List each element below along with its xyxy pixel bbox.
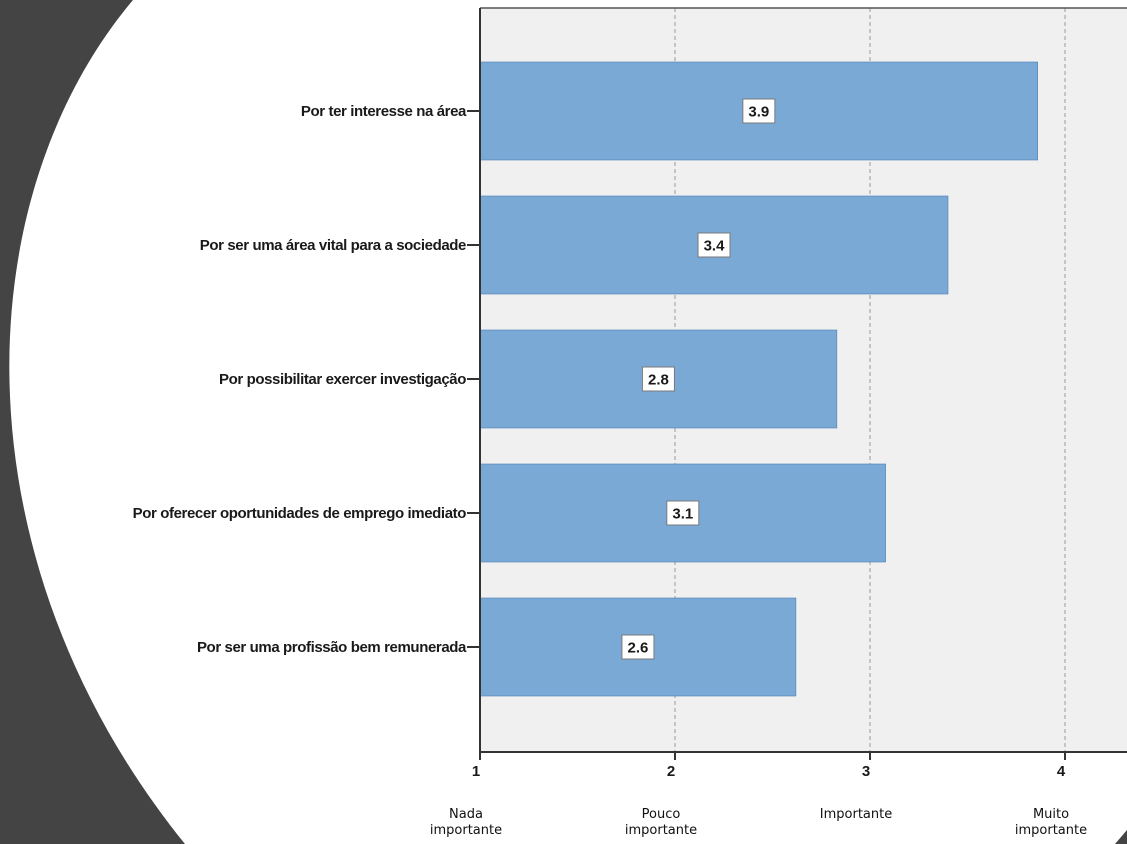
axis-scale-label-line: importante: [1015, 823, 1087, 838]
value-label: 2.6: [628, 640, 649, 657]
category-label: Por possibilitar exercer investigação: [219, 371, 466, 388]
value-label-box: [666, 500, 700, 526]
axis-scale-label-line: importante: [430, 823, 502, 838]
bars: 3.9 3.4 2.8 3.1 2.6: [479, 61, 1039, 697]
category-label: Por ser uma profissão bem remunerada: [197, 639, 467, 656]
value-label: 3.1: [672, 506, 693, 523]
corner-decorative-shape: [1115, 830, 1127, 844]
category-label: Por oferecer oportunidades de emprego im…: [133, 505, 467, 522]
axis-scale-label: Importante: [820, 807, 892, 822]
x-tick-label: 3: [862, 763, 870, 780]
value-label-box: [697, 232, 731, 258]
category-label: Por ter interesse na área: [301, 103, 467, 120]
axis-scale-label: Nada importante: [430, 807, 502, 838]
value-label: 2.8: [648, 372, 669, 389]
x-tick-label: 2: [667, 763, 675, 780]
value-label-box: [621, 634, 655, 660]
bar-chart: 3.9 3.4 2.8 3.1 2.6 Por ter interesse na áre…: [133, 7, 1127, 838]
axis-scale-label-line: Importante: [820, 807, 892, 822]
axes: 1 2 3 4: [472, 7, 1127, 780]
category-label: Por ser uma área vital para a sociedade: [200, 237, 466, 254]
axis-scale-label: Pouco importante: [625, 807, 697, 838]
axis-scale-label-line: Muito: [1033, 807, 1069, 822]
value-label-box: [742, 98, 776, 124]
axis-scale-label-line: importante: [625, 823, 697, 838]
dark-decorative-shape: [0, 0, 185, 844]
x-tick-label: 1: [472, 763, 480, 780]
category-labels: Por ter interesse na área Por ser uma áre…: [133, 103, 480, 656]
value-label: 3.4: [704, 238, 726, 255]
x-tick-label: 4: [1057, 763, 1066, 780]
value-label: 3.9: [748, 104, 769, 121]
axis-scale-label-line: Nada: [449, 807, 483, 822]
axis-scale-label-line: Pouco: [642, 807, 681, 822]
axis-scale-label: Muito importante: [1015, 807, 1087, 838]
value-label-box: [641, 366, 675, 392]
